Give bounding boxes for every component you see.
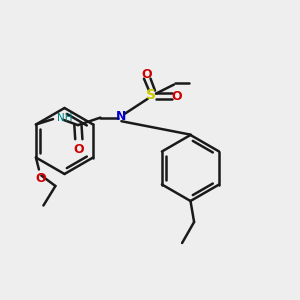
- Text: O: O: [172, 90, 182, 103]
- Text: NH: NH: [57, 112, 72, 123]
- Text: N: N: [116, 110, 127, 123]
- Text: O: O: [74, 143, 84, 156]
- Text: O: O: [35, 172, 46, 185]
- Text: S: S: [146, 88, 156, 102]
- Text: O: O: [142, 68, 152, 81]
